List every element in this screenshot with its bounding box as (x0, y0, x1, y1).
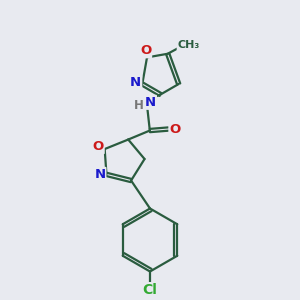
Text: O: O (140, 44, 151, 57)
Text: Cl: Cl (142, 283, 158, 297)
Text: H: H (134, 99, 143, 112)
Text: O: O (92, 140, 104, 153)
Text: N: N (94, 168, 105, 181)
Text: N: N (130, 76, 141, 89)
Text: N: N (145, 96, 156, 109)
Text: CH₃: CH₃ (178, 40, 200, 50)
Text: O: O (169, 122, 181, 136)
